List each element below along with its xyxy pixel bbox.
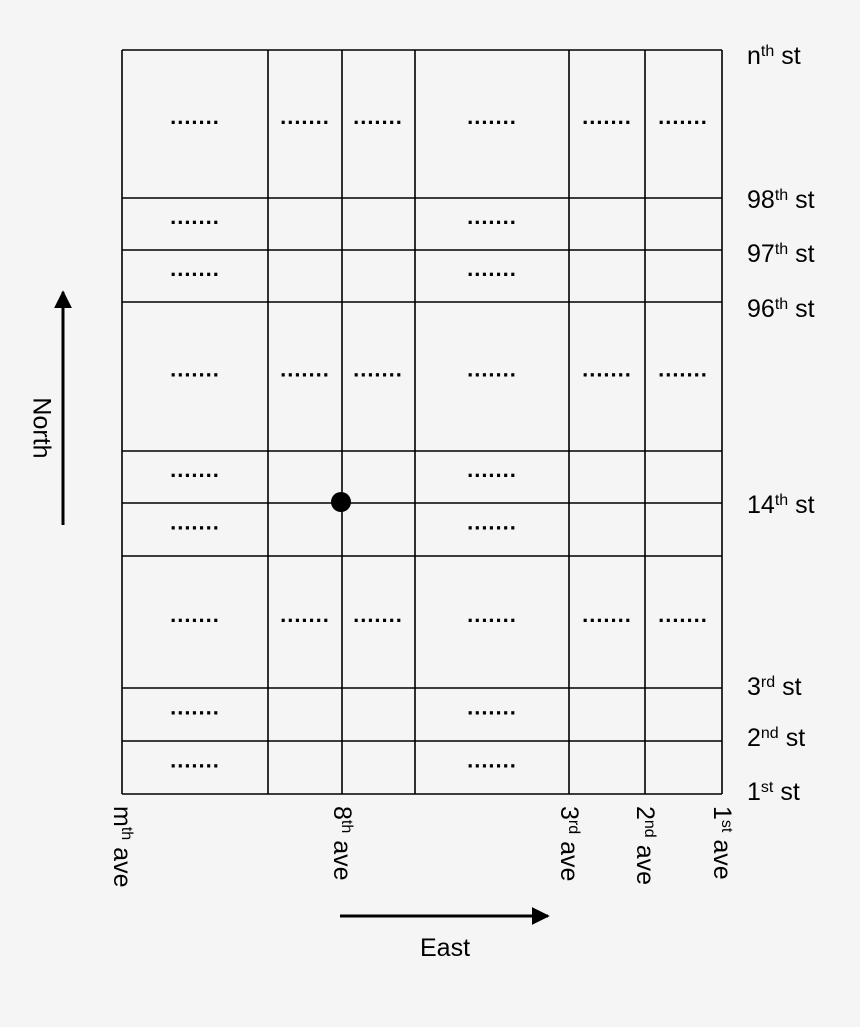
cell-marker: .......: [280, 602, 330, 627]
street-label: 1st st: [747, 778, 800, 806]
cell-marker: .......: [170, 104, 220, 129]
avenue-label-suffix: ave: [631, 845, 659, 885]
avenue-label: 8th ave: [328, 806, 356, 881]
street-label-base: 14: [747, 491, 775, 519]
cell-marker: .......: [467, 256, 517, 281]
cell-marker: .......: [467, 357, 517, 382]
street-label-suffix: st: [786, 724, 806, 752]
avenue-label: 1st ave: [708, 806, 736, 880]
street-label-sup: nd: [761, 725, 779, 742]
cell-marker: .......: [170, 602, 220, 627]
avenue-label-base: 8: [328, 806, 356, 820]
east-label: East: [420, 934, 470, 962]
street-label-base: 3: [747, 673, 761, 701]
cell-marker: .......: [170, 457, 220, 482]
street-label: 2nd st: [747, 724, 805, 752]
avenue-label-sup: th: [339, 820, 356, 833]
street-label: nth st: [747, 42, 801, 70]
avenue-label-suffix: ave: [555, 841, 583, 881]
street-label-sup: st: [761, 779, 774, 796]
cell-marker: .......: [582, 104, 632, 129]
avenue-label-suffix: ave: [328, 840, 356, 880]
north-label: North: [27, 397, 55, 458]
street-label: 14th st: [747, 491, 815, 519]
street-label-base: 97: [747, 240, 775, 268]
cell-marker: .......: [658, 357, 708, 382]
cell-marker: .......: [170, 256, 220, 281]
cell-marker: .......: [280, 104, 330, 129]
avenue-label-sup: nd: [642, 820, 659, 838]
street-label-sup: th: [775, 296, 788, 313]
street-label-suffix: st: [795, 186, 815, 214]
street-label-base: 98: [747, 186, 775, 214]
avenue-label-sup: rd: [566, 820, 583, 834]
street-label-suffix: st: [795, 240, 815, 268]
street-label-base: 96: [747, 295, 775, 323]
street-label-base: n: [747, 42, 761, 70]
street-label-sup: rd: [761, 674, 775, 691]
cell-marker: .......: [582, 602, 632, 627]
avenue-label-base: 3: [555, 806, 583, 820]
cell-marker: .......: [353, 602, 403, 627]
avenue-label-suffix: ave: [708, 839, 736, 879]
street-label-sup: th: [775, 241, 788, 258]
location-dot: [331, 492, 351, 512]
avenue-label-suffix: ave: [108, 847, 136, 887]
avenue-label-sup: th: [119, 827, 136, 840]
cell-marker: .......: [170, 695, 220, 720]
street-label-sup: th: [775, 187, 788, 204]
street-label-suffix: st: [795, 295, 815, 323]
street-label: 97th st: [747, 240, 815, 268]
cell-marker: .......: [280, 357, 330, 382]
cell-marker: .......: [658, 602, 708, 627]
cell-marker: .......: [170, 357, 220, 382]
avenue-label-base: 2: [631, 806, 659, 820]
street-label-sup: th: [761, 43, 774, 60]
cell-marker: .......: [467, 204, 517, 229]
cell-marker: .......: [582, 357, 632, 382]
street-label: 98th st: [747, 186, 815, 214]
avenue-label: mth ave: [108, 806, 136, 887]
avenue-label-base: 1: [708, 806, 736, 820]
cell-marker: .......: [467, 602, 517, 627]
cell-marker: .......: [170, 204, 220, 229]
avenue-label-base: m: [108, 806, 136, 827]
cell-marker: .......: [467, 457, 517, 482]
street-label: 3rd st: [747, 673, 802, 701]
cell-marker: .......: [467, 510, 517, 535]
street-label: 96th st: [747, 295, 815, 323]
cell-marker: .......: [467, 695, 517, 720]
avenue-label: 3rd ave: [555, 806, 583, 881]
cell-marker: .......: [467, 104, 517, 129]
avenue-label-sup: st: [719, 820, 736, 833]
avenue-label: 2nd ave: [631, 806, 659, 885]
street-label-sup: th: [775, 492, 788, 509]
street-label-base: 2: [747, 724, 761, 752]
street-label-suffix: st: [782, 673, 802, 701]
cell-marker: .......: [467, 748, 517, 773]
cell-marker: .......: [353, 357, 403, 382]
cell-marker: .......: [353, 104, 403, 129]
cell-marker: .......: [658, 104, 708, 129]
street-label-suffix: st: [795, 491, 815, 519]
street-label-base: 1: [747, 778, 761, 806]
street-label-suffix: st: [780, 778, 800, 806]
cell-marker: .......: [170, 748, 220, 773]
cell-marker: .......: [170, 510, 220, 535]
street-label-suffix: st: [781, 42, 801, 70]
